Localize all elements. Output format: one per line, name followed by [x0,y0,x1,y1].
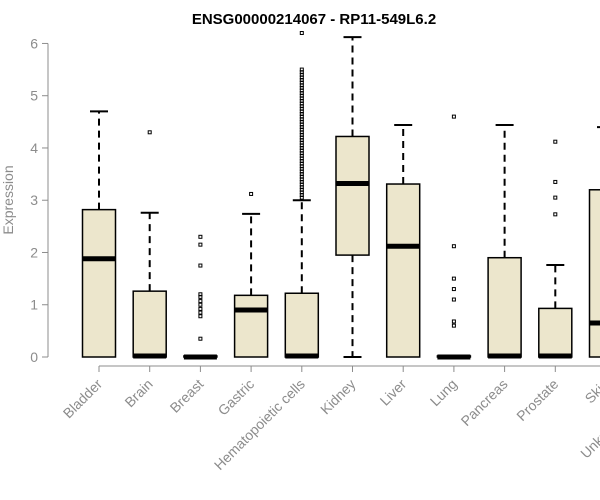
x-tick-label: Lung [427,376,460,409]
outlier-point [198,302,203,307]
outlier-point [299,31,304,35]
box-pancreas [487,123,522,359]
box-body [233,294,269,358]
y-tick-label: 2 [30,244,38,260]
x-tick-label: Prostate [513,376,561,424]
box-body [81,208,117,358]
outlier-point [198,336,203,341]
outlier-point [198,292,203,297]
y-tick-label: 3 [30,192,38,208]
x-tick-label: Brain [121,376,155,410]
x-tick-label: Gastric [215,376,258,419]
box-body [385,183,421,358]
box-body [538,307,573,358]
outlier-point [553,139,558,144]
y-tick-label: 0 [30,349,38,365]
box-body [132,290,167,358]
y-tick-label: 6 [30,35,38,51]
box-skin [588,126,600,358]
outlier-point [451,319,456,324]
x-tick-label: Breast [167,376,207,416]
x-tick-label: Bladder [60,376,106,422]
box-breast [183,234,218,360]
box-liver [385,123,421,358]
outlier-point [198,263,203,268]
x-tick-label: Kidney [317,376,359,418]
x-tick-label: Pancreas [458,376,511,429]
box-lung [436,114,472,360]
box-body [284,292,320,358]
box-body [588,189,600,358]
outlier-point [198,234,203,239]
outlier-point [198,299,203,304]
x-tick-label: Skin [582,376,600,407]
outlier-point [198,310,203,315]
outlier-point [553,179,558,184]
box-body [335,135,370,256]
y-axis-label: Expression [0,165,16,234]
outlier-point [553,212,558,217]
outlier-point [198,306,203,311]
outlier-point [553,195,558,200]
box-body [487,256,522,358]
y-axis: 0 1 2 3 4 5 6 [30,35,49,365]
outlier-point [198,242,203,247]
chart-title: ENSG00000214067 - RP11-549L6.2 [192,11,436,28]
y-tick-label: 1 [30,297,38,313]
outlier-point [147,130,152,135]
x-tick-label: Liver [377,376,410,409]
outlier-point [451,297,456,302]
box-prostate [538,139,573,359]
outlier-point [299,67,304,72]
box-hematopoietic-cells [284,31,320,359]
outlier-point [249,191,254,196]
outlier-point [451,244,456,249]
outlier-point [451,114,456,119]
outlier-point [451,323,456,328]
box-brain [132,130,167,359]
outlier-point [451,287,456,292]
y-tick-label: 4 [30,140,38,156]
outlier-point [198,314,203,319]
outlier-point [451,276,456,281]
box-gastric [233,191,269,358]
box-bladder [81,110,117,358]
x-tick-label: Hematopoietic cells [211,376,308,473]
boxes-group [81,31,600,360]
y-tick-label: 5 [30,88,38,104]
box-kidney [335,36,370,358]
